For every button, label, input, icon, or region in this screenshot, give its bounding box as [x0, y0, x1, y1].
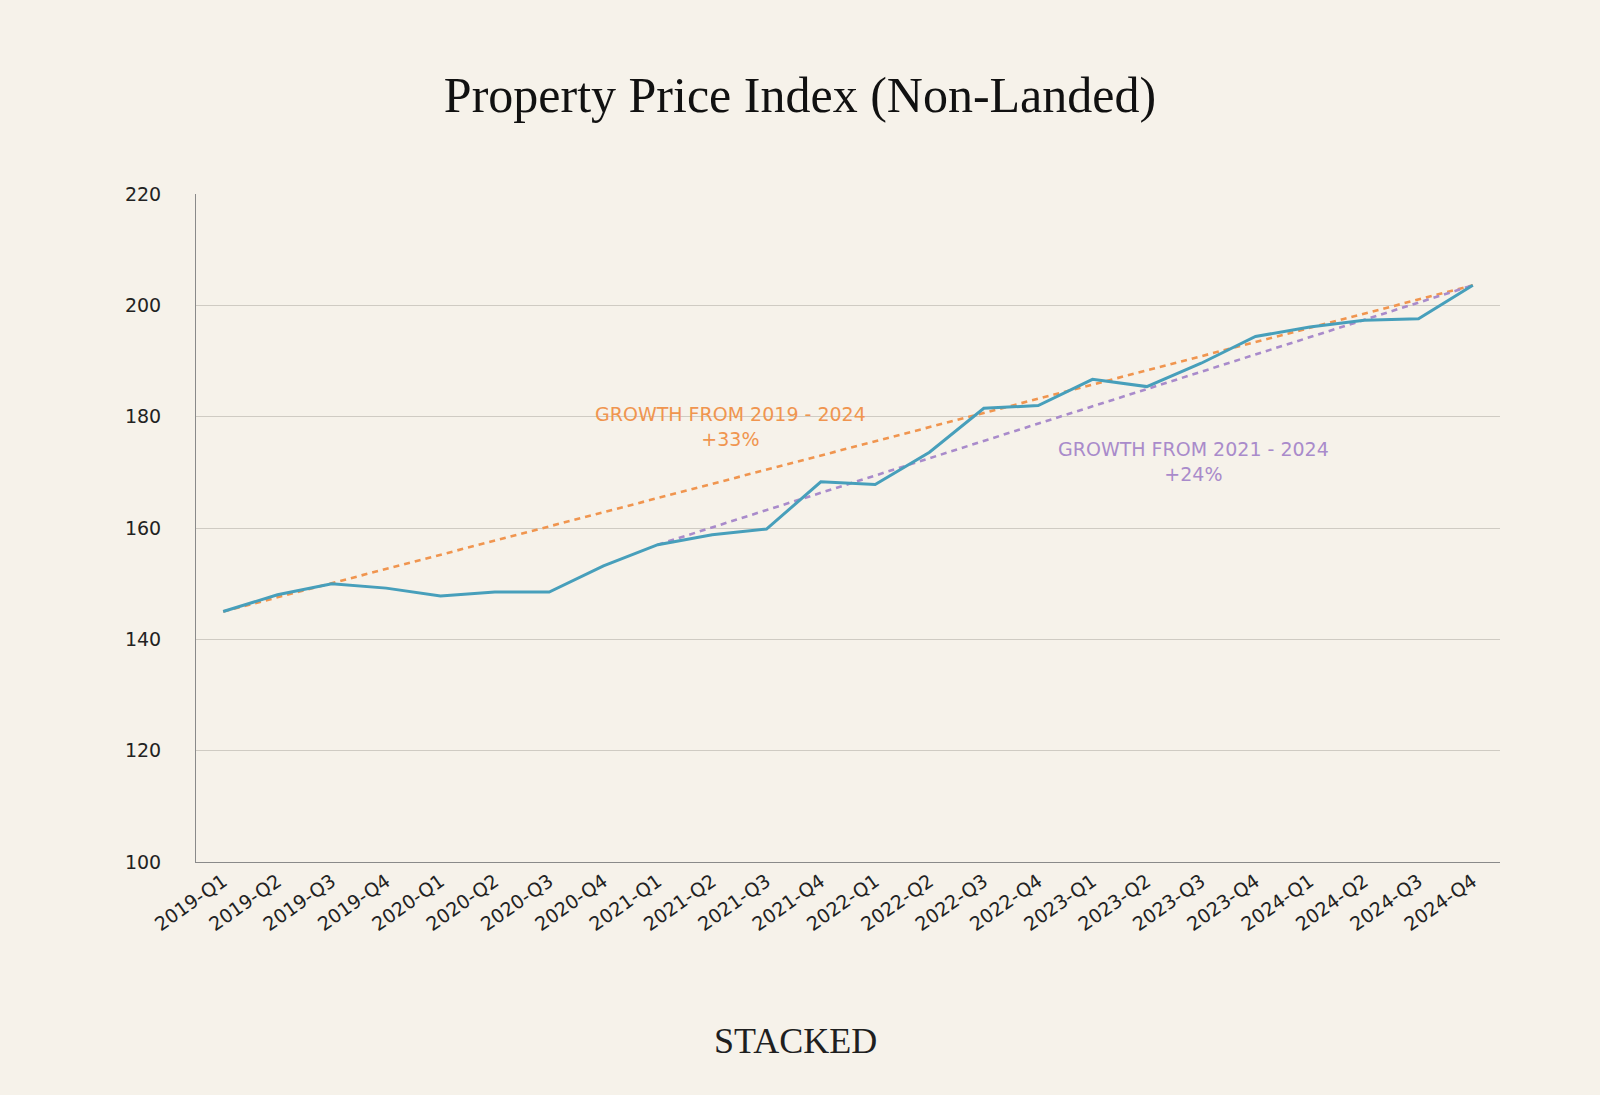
svg-text:140: 140: [125, 628, 161, 650]
svg-text:2020-Q2: 2020-Q2: [422, 869, 503, 935]
svg-text:2024-Q1: 2024-Q1: [1237, 869, 1318, 935]
svg-text:2021-Q3: 2021-Q3: [694, 869, 775, 935]
svg-text:2019-Q4: 2019-Q4: [313, 869, 394, 935]
svg-text:2023-Q1: 2023-Q1: [1020, 869, 1101, 935]
svg-text:200: 200: [125, 294, 161, 316]
svg-text:Property Price Index (Non-Land: Property Price Index (Non-Landed): [444, 67, 1156, 123]
svg-text:2022-Q3: 2022-Q3: [911, 869, 992, 935]
svg-text:160: 160: [125, 517, 161, 539]
svg-text:2019-Q1: 2019-Q1: [150, 869, 231, 935]
svg-text:2022-Q1: 2022-Q1: [802, 869, 883, 935]
svg-text:GROWTH FROM 2021 - 2024+24%: GROWTH FROM 2021 - 2024+24%: [1058, 438, 1329, 485]
svg-text:STACKED: STACKED: [714, 1021, 877, 1061]
svg-text:100: 100: [125, 851, 161, 873]
svg-text:2023-Q3: 2023-Q3: [1128, 869, 1209, 935]
svg-text:220: 220: [125, 183, 161, 205]
svg-text:GROWTH FROM 2019 - 2024+33%: GROWTH FROM 2019 - 2024+33%: [595, 403, 866, 450]
svg-text:2022-Q2: 2022-Q2: [857, 869, 938, 935]
svg-text:2020-Q3: 2020-Q3: [476, 869, 557, 935]
svg-text:2021-Q2: 2021-Q2: [639, 869, 720, 935]
svg-text:2019-Q2: 2019-Q2: [205, 869, 286, 935]
svg-text:2024-Q3: 2024-Q3: [1346, 869, 1427, 935]
svg-text:2023-Q4: 2023-Q4: [1183, 869, 1264, 935]
svg-text:2020-Q1: 2020-Q1: [368, 869, 449, 935]
svg-text:2024-Q4: 2024-Q4: [1400, 869, 1481, 935]
svg-text:2023-Q2: 2023-Q2: [1074, 869, 1155, 935]
svg-text:2021-Q4: 2021-Q4: [748, 869, 829, 935]
svg-text:2020-Q4: 2020-Q4: [531, 869, 612, 935]
svg-text:2024-Q2: 2024-Q2: [1291, 869, 1372, 935]
svg-text:2019-Q3: 2019-Q3: [259, 869, 340, 935]
svg-text:120: 120: [125, 739, 161, 761]
svg-text:180: 180: [125, 405, 161, 427]
svg-text:2021-Q1: 2021-Q1: [585, 869, 666, 935]
svg-text:2022-Q4: 2022-Q4: [965, 869, 1046, 935]
